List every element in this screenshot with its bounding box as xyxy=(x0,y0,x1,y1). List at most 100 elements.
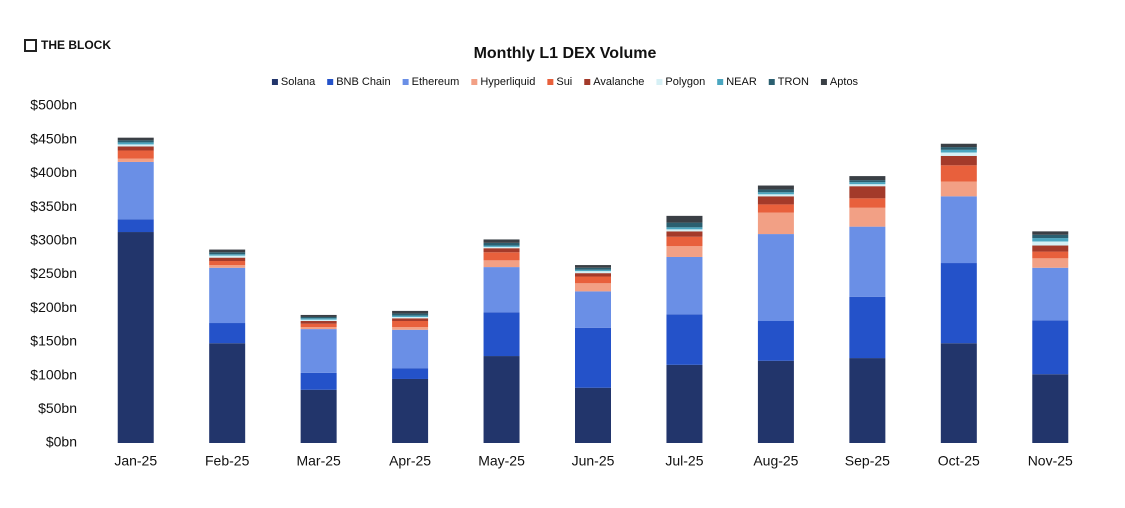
y-tick-label: $350bn xyxy=(30,198,77,214)
x-tick-label: Jan-25 xyxy=(114,453,157,469)
legend-item: TRON xyxy=(768,76,809,88)
bar-segment xyxy=(940,152,977,156)
bar-segment xyxy=(483,267,520,313)
bar-segment xyxy=(392,378,429,443)
bar-segment xyxy=(392,316,429,319)
y-tick-label: $100bn xyxy=(30,366,77,382)
bar-segment xyxy=(117,142,154,145)
bar-segment xyxy=(1032,320,1069,375)
bar-segment xyxy=(757,212,794,235)
bar-segment xyxy=(575,276,611,284)
bar-segment xyxy=(757,185,794,190)
legend-swatch xyxy=(820,79,827,85)
bar-segment xyxy=(483,245,520,247)
bar-segment xyxy=(1032,238,1069,242)
bar-segment xyxy=(300,329,337,373)
bar-segment xyxy=(209,255,246,258)
x-tick-label: May-25 xyxy=(478,453,525,469)
bar-segment xyxy=(575,265,611,268)
bar-segment xyxy=(117,219,154,233)
bar-segment xyxy=(666,222,703,228)
bar-segment xyxy=(117,158,154,162)
bar-segment xyxy=(300,323,337,328)
bar-segment xyxy=(757,234,794,322)
legend-label: Hyperliquid xyxy=(480,76,535,88)
bar-segment xyxy=(1032,258,1069,268)
bar-segment xyxy=(849,198,886,208)
bar-segment xyxy=(209,249,246,253)
bar-segment xyxy=(666,229,703,232)
bar-segment xyxy=(1032,241,1069,246)
bar-segment xyxy=(1032,267,1069,321)
legend-swatch xyxy=(327,79,334,85)
bar-segment xyxy=(666,246,703,257)
bar-segment xyxy=(300,319,337,322)
bar-segment xyxy=(483,246,520,249)
x-tick-label: Aug-25 xyxy=(753,453,798,469)
bar-segment xyxy=(666,236,703,247)
bar-segment xyxy=(940,196,977,264)
legend-label: Ethereum xyxy=(412,76,460,88)
y-tick-label: $50bn xyxy=(38,400,77,416)
x-tick-label: Sep-25 xyxy=(845,453,890,469)
bar-segment xyxy=(757,321,794,361)
bar-segment xyxy=(575,269,611,272)
bar-segment xyxy=(483,252,520,261)
bar-segment xyxy=(117,137,154,141)
bar-segment xyxy=(849,176,886,181)
bar-segment xyxy=(300,372,337,390)
bar-segment xyxy=(666,231,703,237)
x-tick-label: Oct-25 xyxy=(938,453,980,469)
bar-segment xyxy=(483,260,520,268)
bar-segment xyxy=(392,310,429,314)
bar-segment xyxy=(117,140,154,143)
bar-segment xyxy=(575,387,611,443)
bar-segment xyxy=(483,356,520,443)
bar-segment xyxy=(666,314,703,365)
bar-segment xyxy=(757,204,794,213)
bar-segment xyxy=(117,144,154,147)
bar-segment xyxy=(849,186,886,199)
bar-segment xyxy=(575,327,611,388)
legend-item: Polygon xyxy=(656,76,705,88)
bar-segment xyxy=(757,196,794,205)
bar-segment xyxy=(575,283,611,292)
bar-segment xyxy=(483,312,520,357)
bar-segment xyxy=(757,192,794,195)
bar-segment xyxy=(849,358,886,443)
bar-segment xyxy=(1032,231,1069,235)
legend-label: NEAR xyxy=(726,76,757,88)
y-tick-label: $250bn xyxy=(30,265,77,281)
legend-swatch xyxy=(768,79,775,85)
bar-segment xyxy=(757,360,794,443)
bar-segment xyxy=(666,364,703,443)
bar-segment xyxy=(392,321,429,328)
y-tick-label: $400bn xyxy=(30,164,77,180)
bar-segment xyxy=(209,265,246,268)
legend-label: BNB Chain xyxy=(336,76,390,88)
bar-segment xyxy=(483,239,520,243)
legend-swatch xyxy=(717,79,724,85)
bar-segment xyxy=(757,194,794,197)
bar-segment xyxy=(209,257,246,262)
bar-segment xyxy=(300,318,337,320)
legend-swatch xyxy=(584,79,591,85)
bar-segment xyxy=(209,267,246,324)
legend-item: Sui xyxy=(547,76,572,88)
y-tick-label: $500bn xyxy=(30,97,77,113)
bar-segment xyxy=(300,314,337,317)
bar-segment xyxy=(300,327,337,330)
bar-segment xyxy=(940,143,977,148)
bar-segment xyxy=(209,323,246,344)
y-tick-label: $200bn xyxy=(30,299,77,315)
bar-segment xyxy=(392,315,429,317)
x-tick-label: Jul-25 xyxy=(665,453,703,469)
legend-item: Solana xyxy=(271,76,316,88)
bar-segment xyxy=(1032,374,1069,443)
bar-segment xyxy=(209,343,246,443)
logo-icon xyxy=(24,39,37,52)
legend-swatch xyxy=(547,79,554,85)
legend-label: Sui xyxy=(556,76,572,88)
x-tick-label: Apr-25 xyxy=(389,453,431,469)
